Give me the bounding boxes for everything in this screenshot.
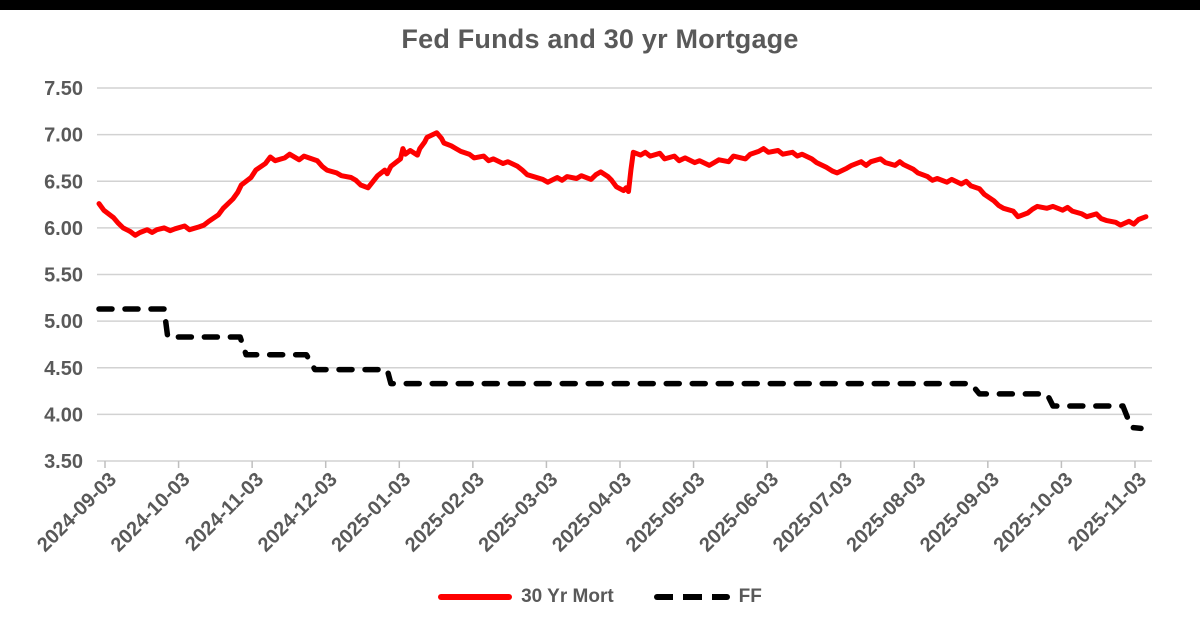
y-axis-tick-label: 5.50	[44, 265, 83, 287]
legend-label-ff: FF	[738, 586, 762, 607]
ff-line-series	[96, 306, 1144, 432]
y-axis-tick-label: 4.00	[44, 404, 83, 426]
y-axis-tick-label: 3.50	[44, 451, 83, 473]
mortgage-line-swatch	[438, 594, 513, 600]
y-axis-tick-label: 7.00	[44, 125, 83, 147]
legend-item-mortgage: 30 Yr Mort	[438, 586, 614, 608]
y-axis-tick-label: 6.50	[44, 171, 83, 193]
x-axis-tick-label: 2025-10-03	[990, 468, 1078, 556]
chart-legend: 30 Yr Mort FF	[0, 583, 1200, 611]
legend-label-mortgage: 30 Yr Mort	[521, 586, 614, 607]
y-axis-tick-label: 5.00	[44, 311, 83, 333]
x-axis-tick-label: 2024-10-03	[107, 468, 195, 556]
y-axis-tick-label: 7.50	[44, 78, 83, 100]
chart-title: Fed Funds and 30 yr Mortgage	[401, 24, 799, 54]
legend-item-ff: FF	[653, 586, 762, 608]
y-axis-tick-label: 6.00	[44, 218, 83, 240]
top-black-bar	[0, 0, 1200, 10]
y-axis-tick-label: 4.50	[44, 358, 83, 380]
mortgage-line-series	[96, 130, 1149, 238]
x-axis-tick-label: 2025-11-03	[1064, 468, 1151, 555]
ff-line-swatch	[653, 594, 730, 600]
